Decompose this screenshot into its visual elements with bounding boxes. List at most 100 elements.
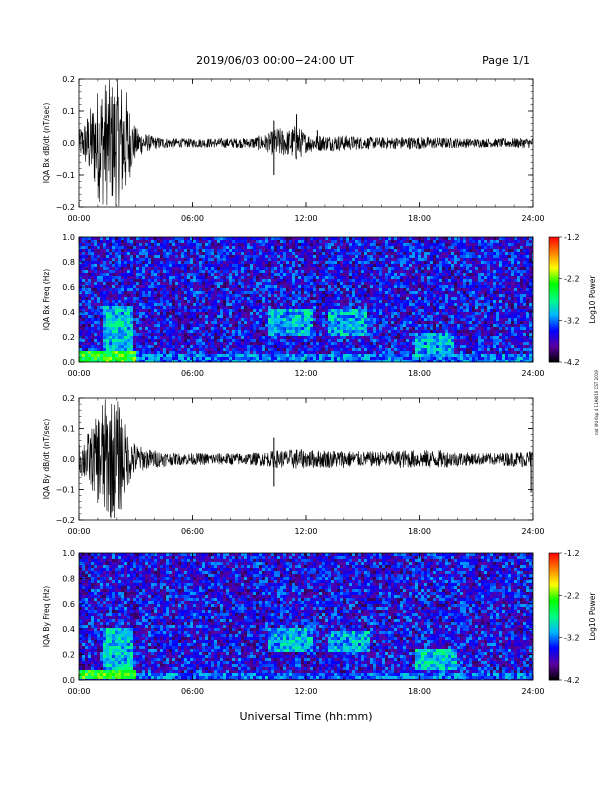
spectrogram-cell xyxy=(145,273,148,276)
spectrogram-cell xyxy=(523,258,526,261)
spectrogram-cell xyxy=(292,297,295,300)
spectrogram-cell xyxy=(178,246,181,249)
spectrogram-cell xyxy=(223,270,226,273)
spectrogram-cell xyxy=(88,255,91,258)
spectrogram-cell xyxy=(190,255,193,258)
spectrogram-cell xyxy=(100,252,103,255)
spectrogram-cell xyxy=(355,264,358,267)
spectrogram-cell xyxy=(262,264,265,267)
spectrogram-cell xyxy=(403,243,406,246)
spectrogram-cell xyxy=(382,273,385,276)
spectrogram-cell xyxy=(478,276,481,279)
spectrogram-cell xyxy=(148,303,151,306)
spectrogram-cell xyxy=(154,309,157,312)
spectrogram-cell xyxy=(139,264,142,267)
spectrogram-cell xyxy=(328,315,331,318)
spectrogram-cell xyxy=(505,273,508,276)
spectrogram-cell xyxy=(172,303,175,306)
spectrogram-cell xyxy=(100,291,103,294)
spectrogram-cell xyxy=(136,291,139,294)
spectrogram-cell xyxy=(364,258,367,261)
spectrogram-cell xyxy=(469,312,472,315)
spectrogram-cell xyxy=(280,270,283,273)
spectrogram-cell xyxy=(532,309,533,312)
spectrogram-cell xyxy=(529,294,532,297)
spectrogram-cell xyxy=(337,273,340,276)
spectrogram-cell xyxy=(253,300,256,303)
spectrogram-cell xyxy=(397,291,400,294)
spectrogram-cell xyxy=(133,249,136,252)
spectrogram-cell xyxy=(226,258,229,261)
spectrogram-cell xyxy=(130,291,133,294)
spectrogram-cell xyxy=(211,246,214,249)
spectrogram-cell xyxy=(193,267,196,270)
spectrogram-cell xyxy=(172,279,175,282)
spectrogram-cell xyxy=(286,252,289,255)
spectrogram-cell xyxy=(445,324,448,327)
spectrogram-cell xyxy=(217,273,220,276)
spectrogram-cell xyxy=(214,249,217,252)
spectrogram-cell xyxy=(403,327,406,330)
spectrogram-cell xyxy=(94,279,97,282)
spectrogram-cell xyxy=(82,273,85,276)
spectrogram-cell xyxy=(328,297,331,300)
spectrogram-cell xyxy=(487,267,490,270)
spectrogram-cell xyxy=(400,270,403,273)
spectrogram-cell xyxy=(334,267,337,270)
spectrogram-cell xyxy=(250,258,253,261)
spectrogram-cell xyxy=(163,258,166,261)
spectrogram-cell xyxy=(295,273,298,276)
spectrogram-cell xyxy=(82,294,85,297)
spectrogram-cell xyxy=(253,252,256,255)
spectrogram-cell xyxy=(154,261,157,264)
spectrogram-cell xyxy=(217,321,220,324)
spectrogram-cell xyxy=(469,270,472,273)
spectrogram-cell xyxy=(133,282,136,285)
spectrogram-cell xyxy=(298,309,301,312)
spectrogram-cell xyxy=(265,285,268,288)
spectrogram-cell xyxy=(280,309,283,312)
spectrogram-cell xyxy=(334,282,337,285)
spectrogram-cell xyxy=(520,270,523,273)
spectrogram-cell xyxy=(106,276,109,279)
spectrogram-cell xyxy=(421,318,424,321)
spectrogram-cell xyxy=(247,249,250,252)
spectrogram-cell xyxy=(514,252,517,255)
spectrogram-cell xyxy=(418,255,421,258)
spectrogram-cell xyxy=(397,246,400,249)
spectrogram-cell xyxy=(274,246,277,249)
spectrogram-cell xyxy=(475,279,478,282)
spectrogram-cell xyxy=(514,315,517,318)
spectrogram-cell xyxy=(388,330,391,333)
spectrogram-cell xyxy=(298,237,301,240)
spectrogram-cell xyxy=(331,255,334,258)
spectrogram-cell xyxy=(124,243,127,246)
spectrogram-cell xyxy=(532,315,533,318)
spectrogram-cell xyxy=(412,237,415,240)
spectrogram-cell xyxy=(214,282,217,285)
spectrogram-cell xyxy=(193,249,196,252)
spectrogram-cell xyxy=(403,294,406,297)
spectrogram-cell xyxy=(532,306,533,309)
spectrogram-cell xyxy=(157,312,160,315)
spectrogram-cell xyxy=(316,318,319,321)
spectrogram-cell xyxy=(238,309,241,312)
spectrogram-cell xyxy=(88,327,91,330)
spectrogram-cell xyxy=(397,318,400,321)
spectrogram-cell xyxy=(334,258,337,261)
spectrogram-cell xyxy=(169,312,172,315)
spectrogram-cell xyxy=(181,324,184,327)
spectrogram-cell xyxy=(487,294,490,297)
y-tick-label: 0.0 xyxy=(62,139,75,148)
spectrogram-cell xyxy=(331,294,334,297)
spectrogram-cell xyxy=(145,246,148,249)
spectrogram-cell xyxy=(223,309,226,312)
spectrogram-cell xyxy=(253,264,256,267)
spectrogram-cell xyxy=(499,291,502,294)
spectrogram-cell xyxy=(115,267,118,270)
spectrogram-cell xyxy=(280,327,283,330)
spectrogram-cell xyxy=(379,243,382,246)
spectrogram-cell xyxy=(514,243,517,246)
spectrogram-cell xyxy=(511,285,514,288)
spectrogram-cell xyxy=(85,261,88,264)
